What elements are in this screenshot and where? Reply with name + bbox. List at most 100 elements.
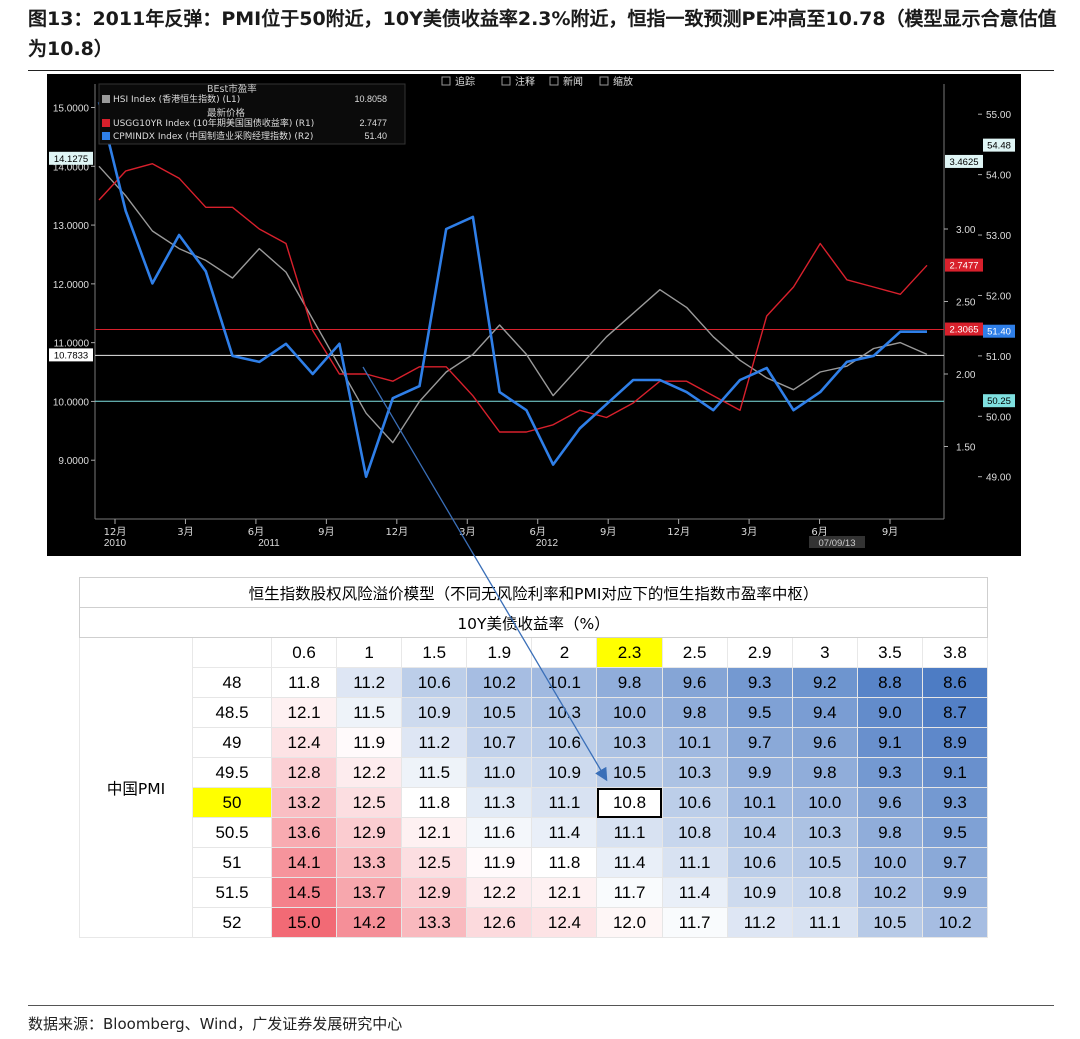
table-cell: 9.3 — [921, 787, 989, 818]
table-cell: 12.6 — [466, 907, 533, 938]
table-cell: 12.9 — [401, 877, 468, 908]
table-cell: 12.9 — [336, 817, 403, 848]
table-cell: 12.1 — [270, 697, 338, 728]
table-cell: 10.6 — [726, 847, 793, 878]
toolbar-item-3: 缩放 — [613, 75, 633, 88]
table-cell: 10.5 — [791, 847, 858, 878]
table-cell: 12.2 — [466, 877, 533, 908]
x-tick-label: 6月 — [248, 526, 264, 538]
table-cell: 10.4 — [726, 817, 793, 848]
table-cell: 10.1 — [726, 787, 793, 818]
table-cell: 9.8 — [596, 667, 663, 698]
right-value-badge — [945, 322, 983, 336]
pe-heatmap-table: 恒生指数股权风险溢价模型（不同无风险利率和PMI对应下的恒生指数市盈率中枢） 10… — [78, 577, 989, 938]
x-tick-label: 3月 — [741, 526, 757, 538]
table-cell: 12.5 — [401, 847, 468, 878]
legend-subheader: 最新价格 — [207, 107, 246, 119]
table-cell: 11.5 — [336, 697, 403, 728]
row-header: 48.5 — [192, 697, 272, 728]
right2-tick-label: 54.00 — [986, 171, 1011, 182]
table-cell: 12.0 — [596, 907, 663, 938]
col-header: 3 — [791, 637, 858, 668]
legend-swatch — [102, 119, 110, 127]
table-cell: 10.3 — [791, 817, 858, 848]
table-cell: 11.4 — [596, 847, 663, 878]
table-cell: 10.9 — [726, 877, 793, 908]
col-header: 2 — [531, 637, 598, 668]
left-tick-label: 10.0000 — [53, 397, 90, 408]
table-cell: 15.0 — [270, 907, 338, 938]
legend-series-label: CPMINDX Index (中国制造业采购经理指数) (R2) — [113, 130, 313, 142]
table-cell: 9.5 — [921, 817, 989, 848]
table-row: 50.5 13.6 12.9 12.1 11.6 11.4 11.1 10.8 10.4 10.3… — [80, 817, 989, 848]
table-cell: 9.6 — [856, 787, 923, 818]
row-header: 51 — [192, 847, 272, 878]
corner-cell — [192, 637, 272, 668]
table-header-row: 中国PMI 0.6 1 1.5 1.9 2 2.3 2.5 2.9 3 3.5 3.8 — [79, 637, 989, 938]
table-cell: 9.9 — [726, 757, 793, 788]
x-tick-label: 12月 — [104, 526, 127, 538]
annotate-icon — [501, 76, 511, 86]
figure-title: 图13：2011年反弹：PMI位于50附近，10Y美债收益率2.3%附近，恒指一… — [28, 8, 1057, 60]
table-row: 49.5 12.8 12.2 11.5 11.0 10.9 10.5 10.3 9.9 9.8 9.… — [80, 757, 989, 788]
col-header: 2.5 — [661, 637, 728, 668]
table-cell: 12.8 — [270, 757, 338, 788]
table-cell: 10.1 — [661, 727, 728, 758]
table-cell: 13.2 — [270, 787, 338, 818]
row-header: 48 — [192, 667, 272, 698]
table-cell: 12.2 — [336, 757, 403, 788]
table-cell: 10.3 — [596, 727, 663, 758]
table-cell: 11.3 — [466, 787, 533, 818]
right-value-badge — [945, 154, 983, 168]
title-divider — [28, 70, 1054, 71]
table-cell: 11.8 — [531, 847, 598, 878]
right-value-badge-label: 2.7477 — [949, 261, 978, 272]
table-cell: 10.5 — [856, 907, 923, 938]
table-cell: 12.5 — [336, 787, 403, 818]
line-chart: 15.0000 14.0000 13.0000 12.0000 11.0000 10.00… — [49, 75, 1015, 549]
table-cell: 9.9 — [921, 877, 989, 908]
table-cell: 8.8 — [856, 667, 923, 698]
col-header: 0.6 — [270, 637, 338, 668]
table-cell: 13.3 — [336, 847, 403, 878]
toolbar-item-0: 追踪 — [455, 75, 475, 88]
table-cell: 13.3 — [401, 907, 468, 938]
table-cell: 10.0 — [596, 697, 663, 728]
table-cell: 11.1 — [661, 847, 728, 878]
table-cell: 10.6 — [401, 667, 468, 698]
table-cell: 10.0 — [791, 787, 858, 818]
table-cell: 9.1 — [921, 757, 989, 788]
right2-tick-label: 50.00 — [986, 412, 1011, 423]
col-header: 3.5 — [856, 637, 923, 668]
table-row: 52 15.0 14.2 13.3 12.6 12.4 12.0 11.7 11.2 11.1 10… — [80, 907, 989, 938]
table-cell: 9.0 — [856, 697, 923, 728]
x-year-label: 2012 — [536, 538, 559, 549]
col-header: 2.9 — [726, 637, 793, 668]
legend-series-last: 51.40 — [364, 131, 387, 141]
table-cell: 10.3 — [531, 697, 598, 728]
table-cell: 9.3 — [726, 667, 793, 698]
left-value-badge-label: 10.7833 — [54, 350, 88, 361]
table-cell: 8.9 — [921, 727, 989, 758]
table-cell: 12.1 — [531, 877, 598, 908]
table-cell: 11.1 — [596, 817, 663, 848]
table-cell: 10.2 — [856, 877, 923, 908]
table-cell: 11.5 — [401, 757, 468, 788]
right2-tick-label: 49.00 — [986, 473, 1011, 484]
legend-swatch — [102, 95, 110, 103]
pmi-series-line — [97, 101, 927, 479]
right-value-badge-label: 50.25 — [987, 396, 1011, 407]
table-cell: 11.6 — [466, 817, 533, 848]
col-header: 3.8 — [921, 637, 989, 668]
table-cell: 9.6 — [661, 667, 728, 698]
toolbar-item-2: 新闻 — [563, 75, 583, 88]
hsi-pe-series-line — [98, 165, 928, 444]
table-cell: 11.7 — [661, 907, 728, 938]
x-tick-label: 6月 — [811, 526, 827, 538]
table-cell: 10.9 — [401, 697, 468, 728]
right1-tick-label: 3.00 — [956, 225, 976, 236]
boxed-cell: 10.8 — [596, 787, 663, 818]
table-cell: 8.6 — [921, 667, 989, 698]
table-cell: 11.9 — [466, 847, 533, 878]
source-note: 数据来源：Bloomberg、Wind，广发证券发展研究中心 — [28, 1015, 403, 1033]
